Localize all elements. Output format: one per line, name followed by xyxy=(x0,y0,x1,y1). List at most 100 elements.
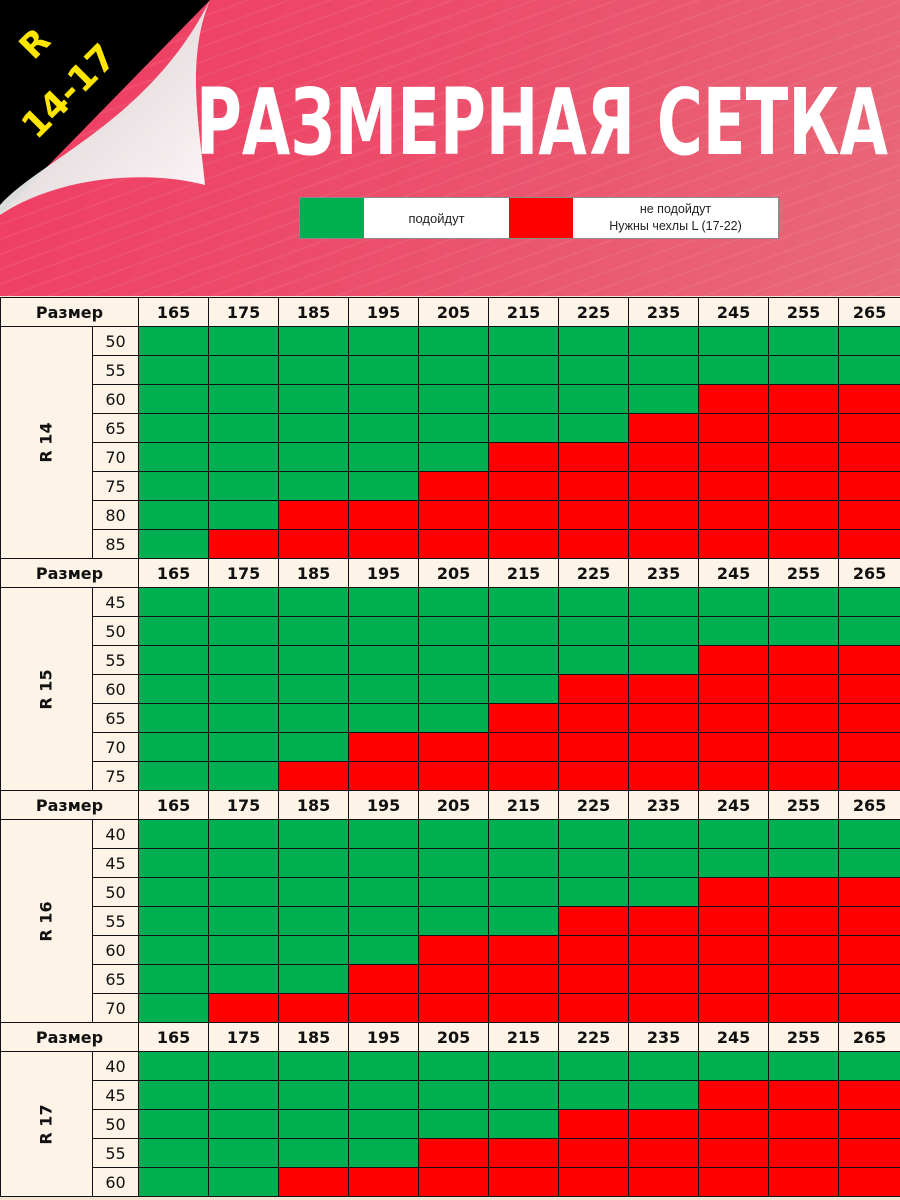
fit-cell xyxy=(768,355,840,385)
fit-cell xyxy=(348,848,420,878)
profile-cell: 60 xyxy=(91,674,140,704)
fit-cell xyxy=(348,1051,420,1081)
legend-nofit-line1: не подойдут xyxy=(639,202,712,216)
fit-cell xyxy=(208,500,280,530)
profile-cell: 50 xyxy=(91,616,140,646)
fit-cell xyxy=(488,355,560,385)
table-row: 45 xyxy=(1,848,900,878)
width-header-cell: 225 xyxy=(558,1022,630,1052)
profile-cell: 70 xyxy=(91,442,140,472)
nofit-cell xyxy=(278,500,350,530)
nofit-cell xyxy=(558,471,630,501)
nofit-cell xyxy=(278,1167,350,1197)
nofit-cell xyxy=(558,674,630,704)
fit-cell xyxy=(348,587,420,617)
nofit-cell xyxy=(838,413,900,443)
nofit-cell xyxy=(488,529,560,559)
nofit-cell xyxy=(488,935,560,965)
nofit-cell xyxy=(558,761,630,791)
nofit-cell xyxy=(838,1167,900,1197)
fit-cell xyxy=(698,819,770,849)
profile-cell: 55 xyxy=(91,906,140,936)
fit-cell xyxy=(418,906,490,936)
profile-cell: 45 xyxy=(91,587,140,617)
table-row: 75 xyxy=(1,471,900,501)
fit-cell xyxy=(838,587,900,617)
nofit-cell xyxy=(838,645,900,675)
profile-cell: 50 xyxy=(91,326,140,356)
nofit-cell xyxy=(698,1138,770,1168)
rim-diameter-label: R 15 xyxy=(0,587,93,791)
width-header-cell: 205 xyxy=(418,297,490,327)
fit-cell xyxy=(208,674,280,704)
fit-cell xyxy=(488,413,560,443)
profile-cell: 55 xyxy=(91,355,140,385)
profile-cell: 75 xyxy=(91,471,140,501)
nofit-cell xyxy=(768,384,840,414)
fit-cell xyxy=(278,819,350,849)
nofit-cell xyxy=(698,877,770,907)
fit-cell xyxy=(488,906,560,936)
fit-cell xyxy=(418,355,490,385)
table-row: 65 xyxy=(1,703,900,733)
profile-cell: 50 xyxy=(91,877,140,907)
nofit-cell xyxy=(768,1138,840,1168)
fit-cell xyxy=(278,935,350,965)
nofit-cell xyxy=(698,529,770,559)
rim-diameter-text: R 16 xyxy=(37,900,56,942)
nofit-cell xyxy=(698,500,770,530)
nofit-cell xyxy=(488,761,560,791)
nofit-cell xyxy=(488,442,560,472)
width-header-cell: 225 xyxy=(558,297,630,327)
fit-cell xyxy=(278,1051,350,1081)
nofit-cell xyxy=(698,1167,770,1197)
fit-cell xyxy=(418,1109,490,1139)
fit-cell xyxy=(208,645,280,675)
nofit-cell xyxy=(348,993,420,1023)
nofit-cell xyxy=(838,500,900,530)
fit-cell xyxy=(488,384,560,414)
fit-cell xyxy=(838,326,900,356)
fit-cell xyxy=(838,1051,900,1081)
fit-cell xyxy=(208,587,280,617)
nofit-cell xyxy=(628,413,700,443)
nofit-cell xyxy=(698,384,770,414)
fit-cell xyxy=(628,1080,700,1110)
legend-fit-label: подойдут xyxy=(408,210,465,226)
fit-cell xyxy=(348,616,420,646)
fit-cell xyxy=(278,906,350,936)
size-header-label: Размер xyxy=(0,297,140,327)
nofit-cell xyxy=(208,993,280,1023)
width-header-cell: 245 xyxy=(698,297,770,327)
fit-cell xyxy=(208,1109,280,1139)
legend-fit-swatch xyxy=(300,198,364,238)
nofit-cell xyxy=(418,964,490,994)
nofit-cell xyxy=(418,732,490,762)
table-row: 60 xyxy=(1,384,900,414)
page-title: РАЗМЕРНАЯ СЕТКА xyxy=(196,69,888,168)
fit-cell xyxy=(488,1051,560,1081)
nofit-cell xyxy=(628,674,700,704)
fit-cell xyxy=(208,616,280,646)
nofit-cell xyxy=(698,993,770,1023)
width-header-cell: 165 xyxy=(138,297,210,327)
width-header-cell: 215 xyxy=(488,790,560,820)
nofit-cell xyxy=(838,761,900,791)
fit-cell xyxy=(488,819,560,849)
fit-cell xyxy=(278,964,350,994)
nofit-cell xyxy=(698,1080,770,1110)
profile-cell: 55 xyxy=(91,645,140,675)
fit-cell xyxy=(698,326,770,356)
fit-cell xyxy=(348,645,420,675)
nofit-cell xyxy=(838,674,900,704)
nofit-cell xyxy=(628,732,700,762)
profile-cell: 55 xyxy=(91,1138,140,1168)
size-header-row: Размер 165 175 185 195 205 215 225 235 245 255 265 xyxy=(0,790,900,820)
width-header-cell: 195 xyxy=(348,297,420,327)
fit-cell xyxy=(488,1109,560,1139)
profile-cell: 40 xyxy=(91,819,140,849)
fit-cell xyxy=(208,703,280,733)
table-row: 55 xyxy=(1,1138,900,1168)
nofit-cell xyxy=(628,1167,700,1197)
width-header-cell: 265 xyxy=(838,1022,900,1052)
